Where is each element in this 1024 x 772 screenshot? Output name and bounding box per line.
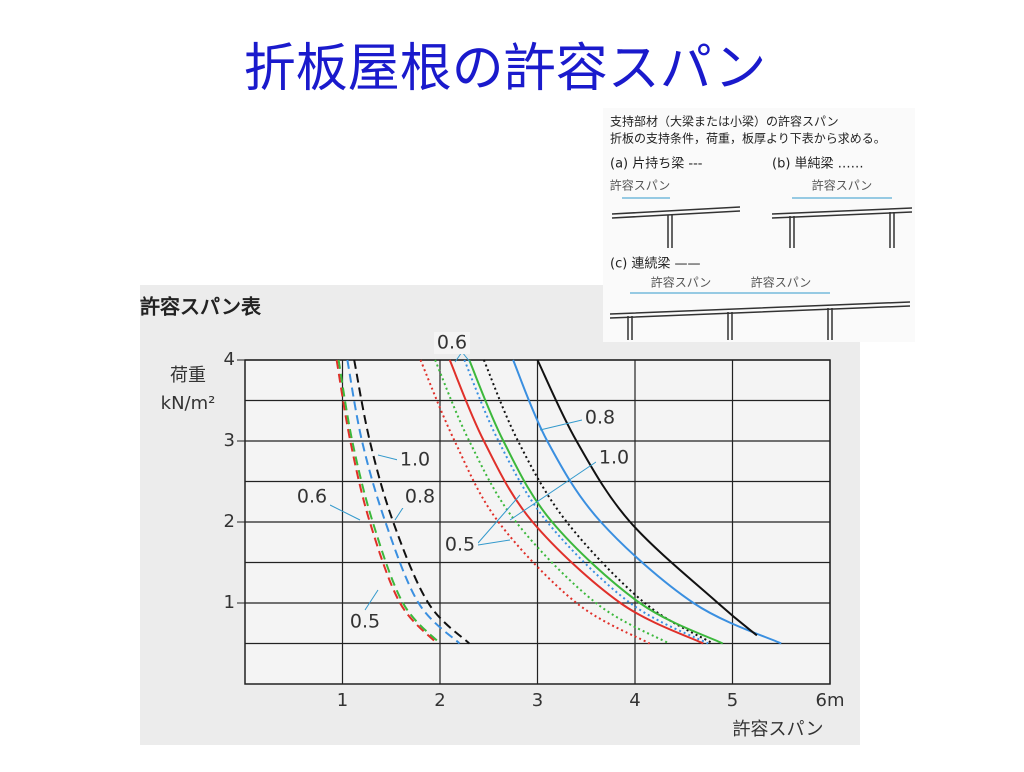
y-tick-label: 2: [224, 511, 235, 532]
load-curve: [468, 359, 724, 645]
annotation-bg: [294, 486, 330, 508]
annotation-leader: [329, 504, 361, 521]
case-label: (b) 単純梁 ……: [772, 156, 864, 172]
x-tick-label: 5: [727, 690, 738, 711]
annotation-bg: [347, 611, 383, 633]
span-label: 許容スパン: [812, 178, 873, 193]
x-tick-label: 1: [337, 690, 348, 711]
annotation: 0.6: [437, 332, 467, 354]
annotation: 0.6: [297, 486, 327, 508]
inset: 支持部材（大梁または小梁）の許容スパン 折板の支持条件，荷重，板厚より下表から求…: [610, 114, 886, 290]
annotation-leader: [364, 589, 379, 611]
x-tick-label: 6m: [816, 690, 845, 711]
annotation: 1.0: [599, 447, 629, 469]
x-axis-label: 許容スパン: [733, 719, 824, 740]
load-curve: [353, 359, 470, 645]
y-axis-unit: kN/m²: [161, 393, 216, 414]
annotation-leader: [539, 419, 583, 431]
chart-title: 許容スパン表: [140, 295, 262, 319]
x-tick-label: 4: [629, 690, 640, 711]
span-label: 許容スパン: [751, 275, 812, 290]
case-label: (c) 連続梁 ——: [610, 257, 701, 272]
load-curve: [434, 359, 670, 645]
y-tick-label: 1: [224, 592, 235, 613]
annotation-leader: [477, 494, 521, 546]
annotation-leader: [509, 461, 597, 521]
load-curve: [512, 359, 782, 645]
annotation: 1.0: [400, 449, 430, 471]
span-label: 許容スパン: [651, 275, 712, 290]
annotation-bg: [442, 534, 478, 556]
x-tick-label: 2: [434, 690, 445, 711]
y-tick-label: 4: [224, 349, 235, 370]
slide-title: 折板屋根の許容スパン: [244, 39, 767, 99]
inset-diagrams: [609, 197, 913, 340]
annotation-leader: [377, 454, 399, 461]
y-tick-label: 3: [224, 430, 235, 451]
load-curve: [463, 359, 709, 645]
annotation-bg: [434, 332, 470, 354]
span-label: 許容スパン: [610, 178, 671, 193]
annotation-bg: [596, 447, 632, 469]
inset-note: 折板の支持条件，荷重，板厚より下表から求める。: [610, 131, 886, 146]
x-tick-label: 3: [532, 690, 543, 711]
case-label: (a) 片持ち梁 ---: [610, 157, 703, 172]
inset-heading: 支持部材（大梁または小梁）の許容スパン: [610, 114, 839, 129]
load-curve: [419, 359, 651, 645]
load-curve: [448, 359, 704, 645]
annotation: 0.5: [350, 611, 380, 633]
annotation: 0.8: [405, 486, 435, 508]
inset-background: [603, 108, 915, 342]
annotation: 0.8: [585, 407, 615, 429]
annotation-bg: [397, 449, 433, 471]
annotation-bg: [582, 407, 618, 429]
plot: 1 2 3 4 1 2 3 4 5 6m 0.6 0.8 1.0 1.0 0.6 0.8 0.5 0.5: [224, 332, 845, 712]
annotation-bg: [402, 486, 438, 508]
y-axis-label: 荷重: [170, 365, 206, 386]
annotation: 0.5: [445, 534, 475, 556]
load-curve: [536, 359, 758, 637]
